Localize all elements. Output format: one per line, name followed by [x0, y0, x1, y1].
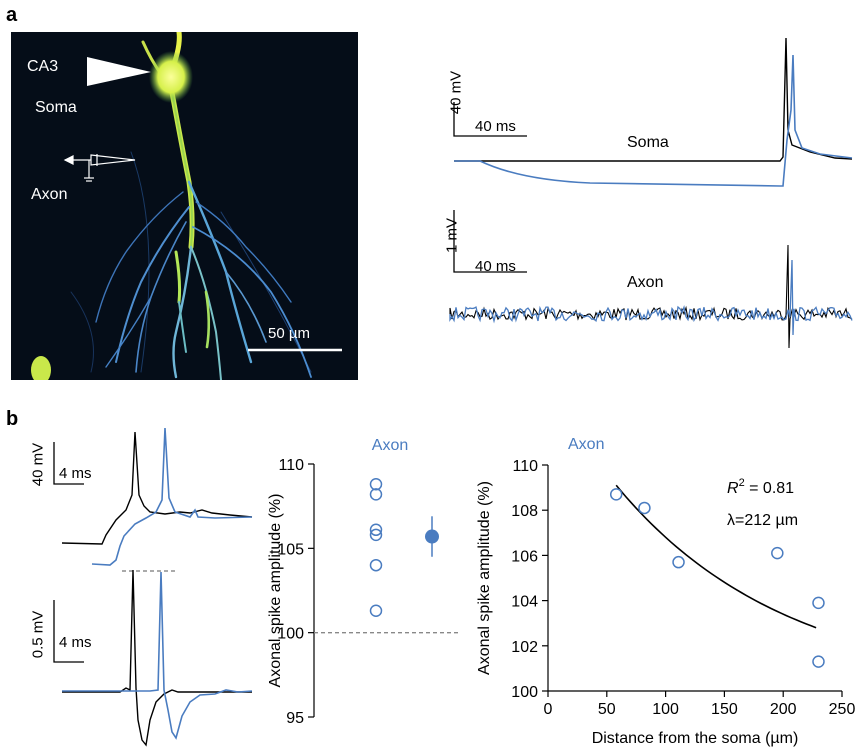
data-point [369, 604, 383, 617]
data-point [369, 558, 383, 572]
data-point [609, 488, 623, 501]
data-point [672, 555, 685, 569]
axon-scale-v: 1 mV [443, 218, 461, 254]
soma-scale-t: 40 ms [475, 118, 516, 135]
y-tick-label: 105 [277, 541, 304, 558]
axon-inset-scale-bar [53, 600, 84, 663]
soma-trace-blue [454, 54, 853, 187]
x-tick-label: 150 [711, 701, 738, 718]
soma-scale-bar [453, 102, 527, 137]
data-point [369, 528, 383, 542]
y-tick-label: 110 [278, 457, 304, 474]
panel-a-traces [449, 37, 853, 349]
soma-trace-label: Soma [627, 134, 669, 151]
r-squared-annotation: R2 = 0.81 [727, 477, 794, 497]
axon-inset-trace-blue [62, 571, 253, 740]
neuron-micrograph [11, 32, 358, 380]
fit-curve [615, 484, 817, 629]
axon-trace-label: Axon [627, 274, 664, 291]
y-tick-label: 110 [512, 458, 538, 475]
axon-inset-scale-v-wrap: 0.5 mV [30, 600, 47, 660]
x-tick-label: 250 [829, 701, 855, 718]
panel-letter-a: a [6, 4, 18, 26]
soma-inset-scale-t: 4 ms [59, 465, 92, 482]
neuron-image [31, 32, 342, 380]
panel-letter-b: b [6, 408, 19, 430]
soma-inset-trace-black [61, 431, 253, 545]
data-point [369, 523, 383, 537]
y-tick-label: 95 [286, 710, 304, 727]
chart-title: Axon [568, 436, 604, 453]
soma-inset-scale-v-wrap: 40 mV [30, 442, 47, 502]
axon-scale-t: 40 ms [475, 258, 516, 275]
chart-title: Axon [372, 437, 408, 454]
y-tick-label: 106 [511, 548, 538, 565]
y-tick-label: 100 [511, 684, 538, 701]
soma-arrowhead [87, 57, 151, 86]
axon-scale-bar [453, 210, 527, 273]
data-point [812, 596, 825, 610]
y-tick-label: 104 [511, 594, 538, 611]
y-tick-label: 108 [511, 503, 538, 520]
axon-label: Axon [31, 186, 68, 203]
soma-inset-trace-blue [91, 427, 253, 566]
data-point [369, 477, 383, 491]
ca3-label: CA3 [27, 58, 59, 75]
data-point [369, 488, 383, 501]
mean-point [425, 529, 439, 544]
soma-scale-v-wrap: 40 mV [444, 62, 465, 122]
axon-scale-v-wrap: 1 mV [443, 205, 461, 265]
y-tick-label: 100 [277, 626, 304, 643]
axon-inset-scale-t: 4 ms [59, 634, 92, 651]
data-point [771, 546, 784, 560]
x-tick-label: 0 [544, 701, 553, 718]
y-axis-label: Axonal spike amplitude (%) [267, 494, 284, 688]
amplitude-dotplot-chart: 95 100 105 110 Axon Axonal spike amplitude (%… [267, 437, 458, 727]
electrode-icon [63, 154, 136, 182]
axon-trace-blue [449, 259, 853, 336]
x-tick-label: 200 [770, 701, 797, 718]
soma-scale-v: 40 mV [447, 70, 465, 115]
amplitude-distance-chart: 100 102 104 106 108 110 0 50 100 150 200 250 Distanc… [476, 436, 855, 747]
axon-inset-trace-black [62, 569, 252, 747]
scale-bar-label: 50 µm [268, 325, 310, 342]
data-point [638, 501, 651, 515]
soma-inset-scale-v: 40 mV [29, 442, 47, 487]
soma-label: Soma [35, 99, 77, 116]
panel-b-insets [53, 427, 253, 747]
soma-inset-scale-bar [53, 442, 84, 485]
y-axis-label: Axonal spike amplitude (%) [476, 481, 493, 675]
x-axis-label: Distance from the soma (µm) [592, 730, 799, 747]
y-tick-label: 102 [511, 639, 538, 656]
x-tick-label: 50 [598, 701, 616, 718]
lambda-annotation: λ=212 µm [727, 512, 798, 529]
axon-inset-scale-v: 0.5 mV [29, 610, 47, 659]
data-point [812, 655, 825, 668]
x-tick-label: 100 [652, 701, 679, 718]
